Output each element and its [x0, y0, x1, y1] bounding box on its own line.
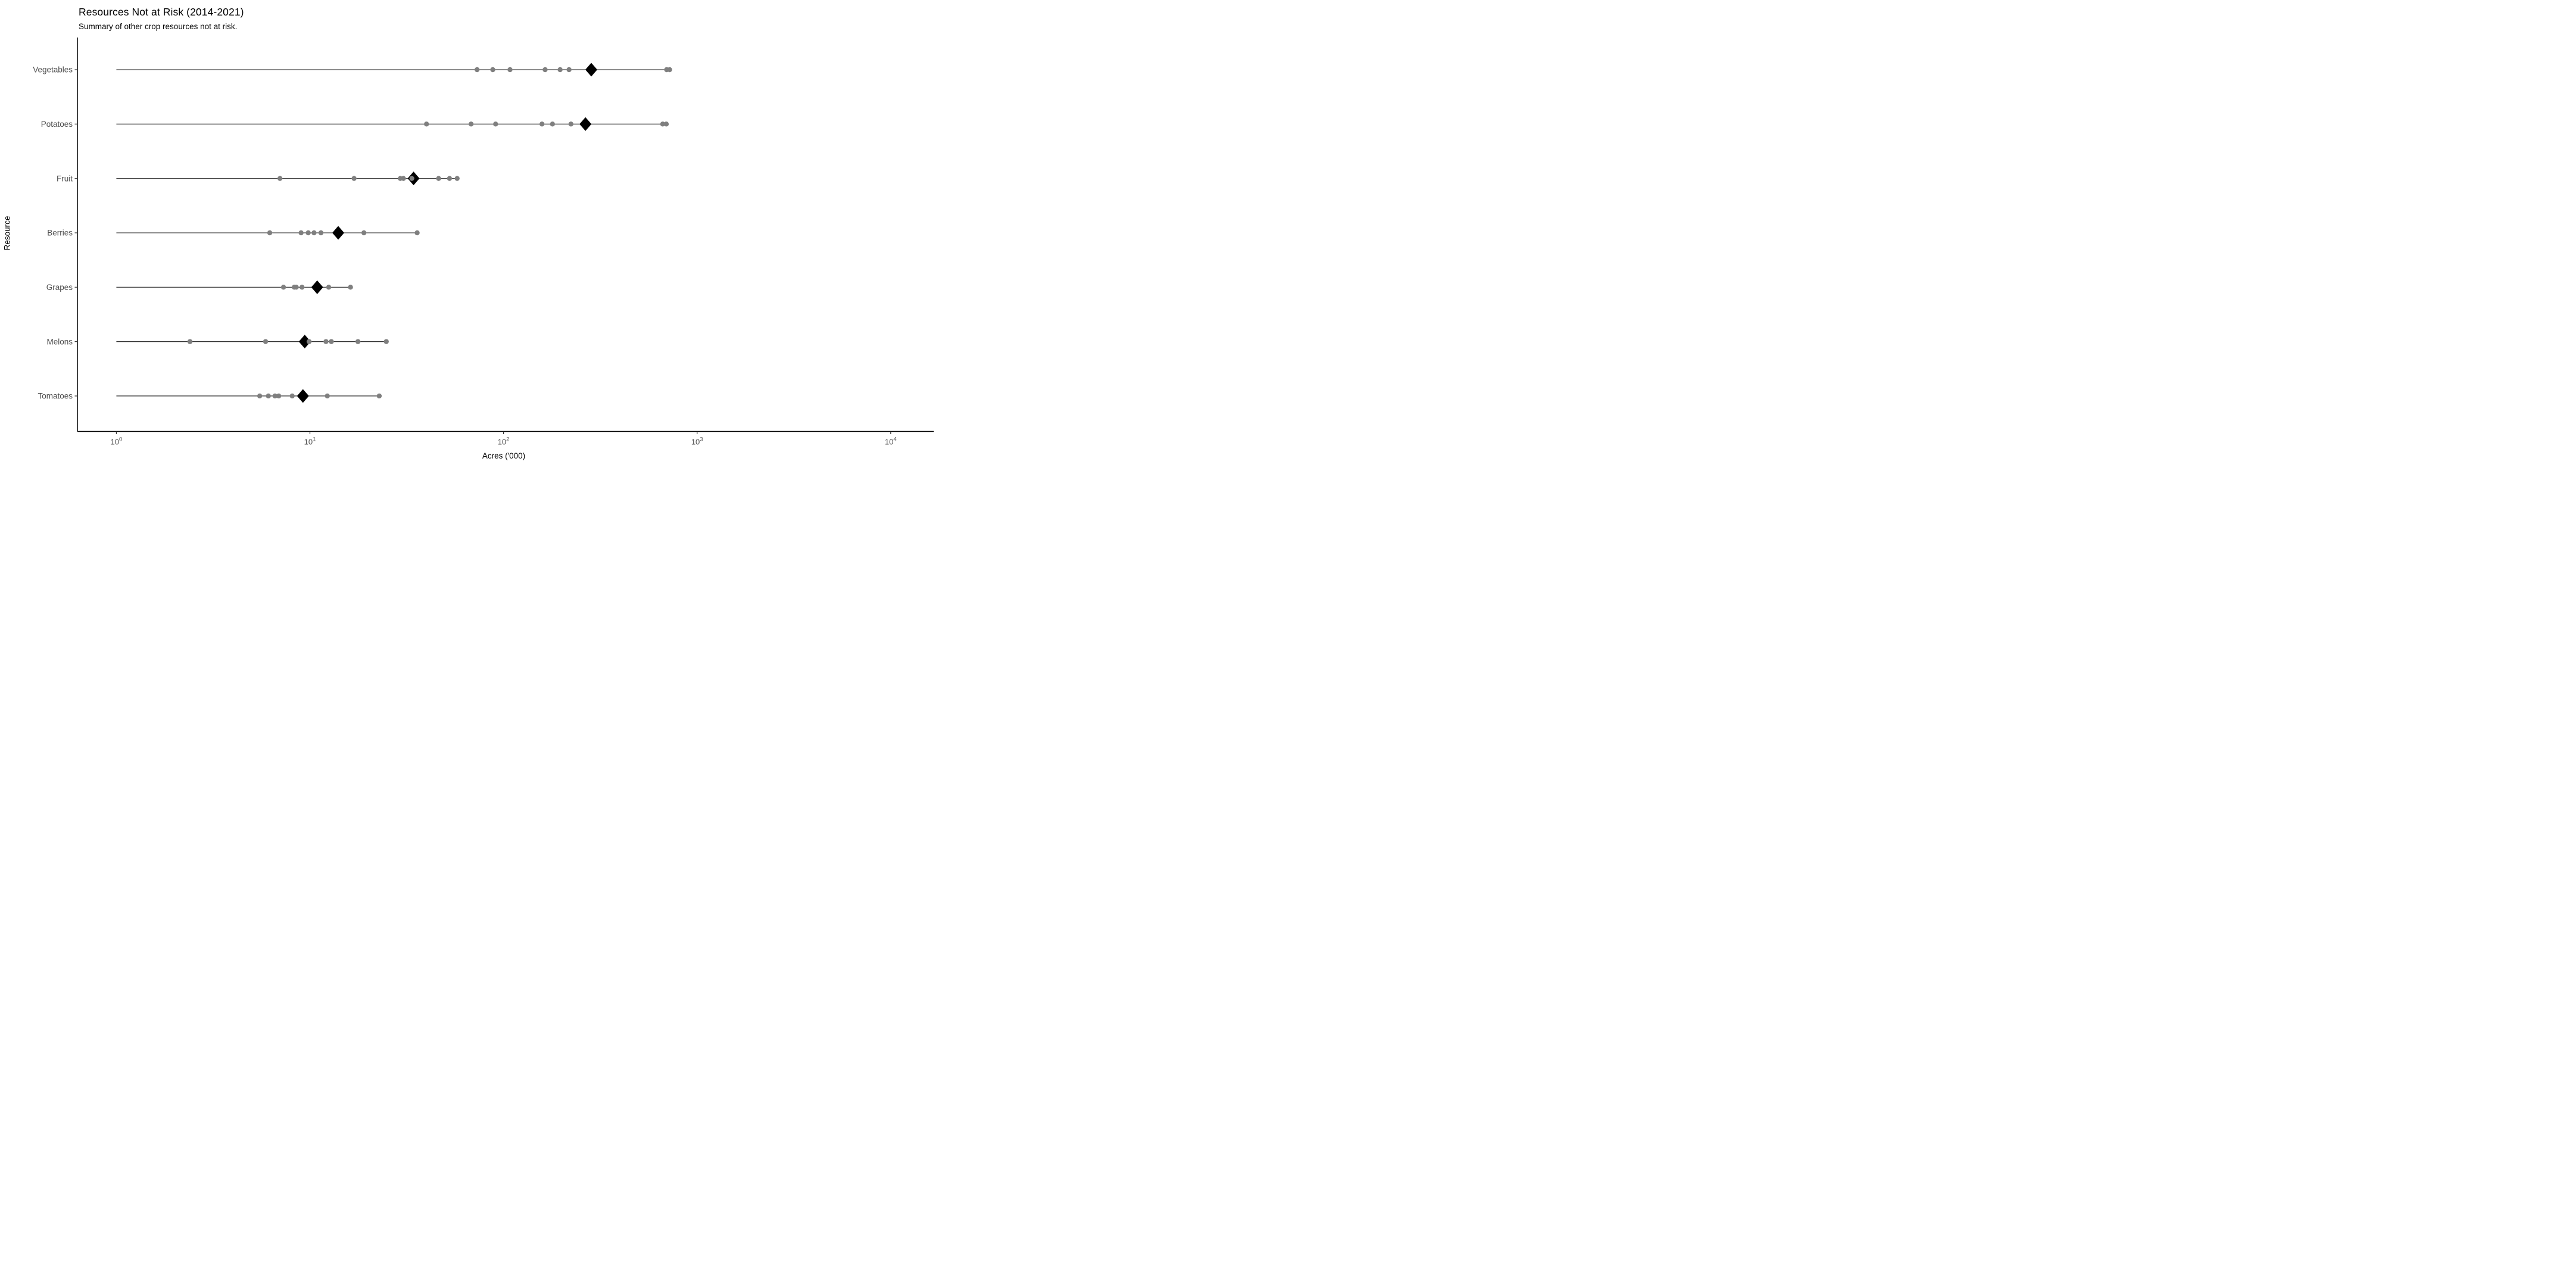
- data-point-fruit: [447, 176, 453, 181]
- data-point-melons: [263, 339, 269, 344]
- data-point-vegetables: [474, 67, 480, 73]
- data-point-tomatoes: [266, 393, 271, 399]
- data-point-tomatoes: [325, 393, 330, 399]
- data-point-potatoes: [468, 121, 474, 127]
- data-point-melons: [187, 339, 193, 344]
- data-point-berries: [361, 230, 367, 236]
- data-point-berries: [318, 230, 324, 236]
- data-point-berries: [305, 230, 311, 236]
- mean-diamond-potatoes: [579, 117, 592, 131]
- data-point-potatoes: [493, 121, 498, 127]
- data-point-melons: [383, 339, 389, 344]
- x-tick-label: 104: [885, 436, 897, 447]
- data-point-grapes: [299, 285, 305, 290]
- dot-plot-figure: Resources Not at Risk (2014-2021) Summar…: [0, 0, 934, 467]
- data-point-fruit: [436, 176, 441, 181]
- data-point-tomatoes: [289, 393, 295, 399]
- mean-diamond-grapes: [311, 280, 323, 294]
- data-point-berries: [298, 230, 304, 236]
- data-point-melons: [329, 339, 334, 344]
- mean-diamond-berries: [332, 226, 345, 240]
- data-point-potatoes: [539, 121, 545, 127]
- data-point-melons: [355, 339, 361, 344]
- x-tick-label: 103: [691, 436, 703, 447]
- x-tick-label: 102: [498, 436, 510, 447]
- data-point-fruit: [401, 176, 406, 181]
- chart-svg: 100 101 102 103 104 Vegetables Potatoes Fruit Be…: [33, 38, 934, 447]
- data-point-potatoes: [660, 121, 666, 127]
- x-axis-title: Acres ('000): [482, 451, 526, 460]
- data-point-fruit: [277, 176, 283, 181]
- data-point-tomatoes: [376, 393, 382, 399]
- data-point-vegetables: [542, 67, 548, 73]
- data-point-vegetables: [566, 67, 572, 73]
- data-point-fruit: [454, 176, 460, 181]
- y-tick-label-vegetables: Vegetables: [33, 66, 73, 74]
- data-point-tomatoes: [257, 393, 263, 399]
- mean-diamond-tomatoes: [297, 389, 309, 403]
- data-point-fruit: [409, 176, 414, 181]
- data-point-grapes: [348, 285, 353, 290]
- data-point-melons: [323, 339, 329, 344]
- data-point-grapes: [280, 285, 286, 290]
- data-point-potatoes: [663, 121, 669, 127]
- y-tick-label-fruit: Fruit: [57, 174, 73, 183]
- data-point-grapes: [326, 285, 332, 290]
- y-tick-label-tomatoes: Tomatoes: [38, 392, 73, 401]
- page-title: Resources Not at Risk (2014-2021): [79, 6, 244, 18]
- data-point-tomatoes: [276, 393, 282, 399]
- data-point-vegetables: [490, 67, 495, 73]
- data-point-melons: [306, 339, 312, 344]
- data-point-potatoes: [424, 121, 429, 127]
- data-point-vegetables: [557, 67, 563, 73]
- data-point-vegetables: [507, 67, 513, 73]
- mean-diamond-melons: [298, 335, 311, 349]
- y-tick-label-potatoes: Potatoes: [41, 120, 73, 129]
- chart-subtitle: Summary of other crop resources not at r…: [79, 22, 238, 31]
- data-point-berries: [414, 230, 420, 236]
- data-point-vegetables: [667, 67, 672, 73]
- x-tick-label: 100: [111, 436, 123, 447]
- data-point-potatoes: [568, 121, 574, 127]
- mean-diamond-vegetables: [585, 63, 597, 77]
- y-tick-label-melons: Melons: [46, 337, 73, 346]
- x-tick-label: 101: [304, 436, 316, 447]
- data-point-berries: [267, 230, 273, 236]
- data-point-tomatoes: [272, 393, 278, 399]
- data-point-berries: [311, 230, 317, 236]
- y-tick-label-grapes: Grapes: [46, 283, 73, 292]
- data-point-grapes: [294, 285, 299, 290]
- data-point-fruit: [351, 176, 357, 181]
- data-point-potatoes: [550, 121, 556, 127]
- y-tick-label-berries: Berries: [47, 229, 73, 238]
